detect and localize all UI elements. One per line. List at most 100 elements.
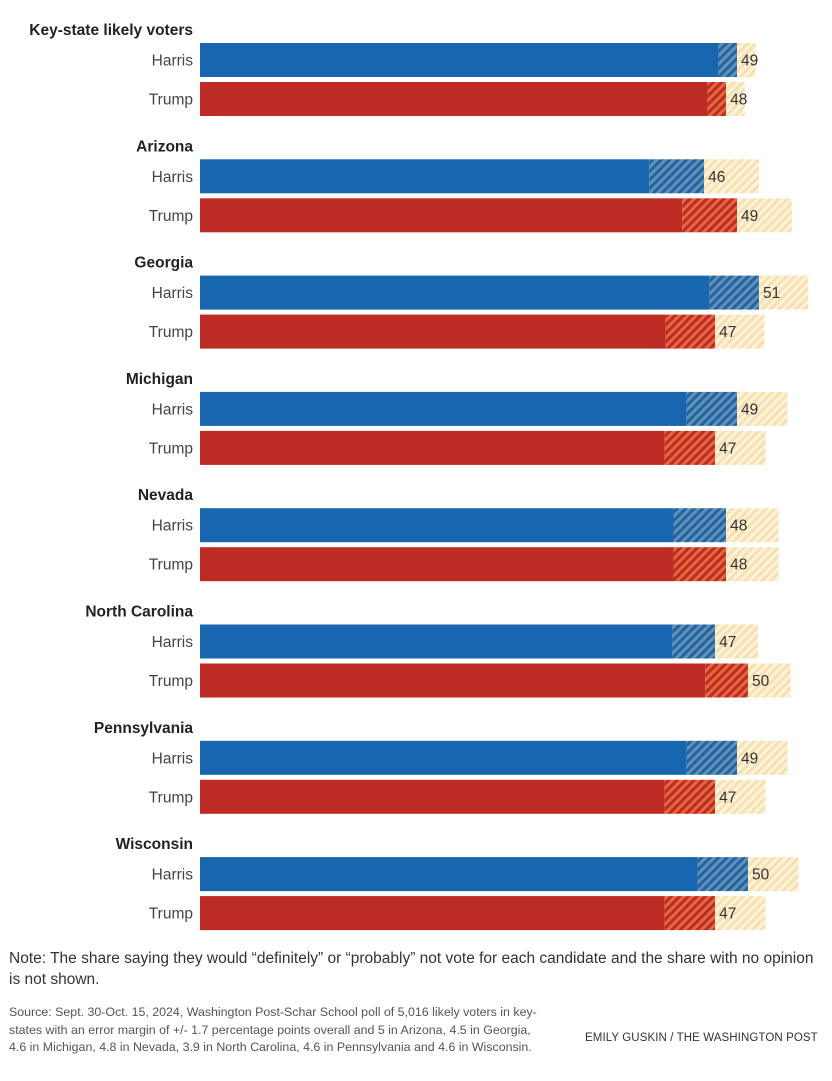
bar-moe-above xyxy=(704,159,759,194)
value-label: 47 xyxy=(719,440,736,457)
bar-solid-trump xyxy=(200,663,706,698)
value-label: 50 xyxy=(752,867,770,884)
bar-moe-above xyxy=(737,391,788,426)
value-label: 49 xyxy=(741,750,758,767)
candidate-label: Harris xyxy=(152,750,194,767)
candidate-label: Trump xyxy=(149,440,193,457)
bar-moe-below-harris xyxy=(686,391,738,426)
bar-moe-above xyxy=(715,779,766,814)
bar-row-harris: Harris 49 xyxy=(152,43,758,77)
candidate-label: Trump xyxy=(149,208,193,225)
bar-moe-below-harris xyxy=(718,43,738,77)
candidate-label: Trump xyxy=(149,557,193,574)
value-label: 49 xyxy=(741,401,758,418)
bar-moe-below-trump xyxy=(664,896,716,931)
bar-solid-harris xyxy=(200,508,674,543)
candidate-label: Harris xyxy=(152,634,194,651)
bar-solid-harris xyxy=(200,159,650,194)
chart-note: Note: The share saying they would “defin… xyxy=(9,950,814,988)
bar-solid-trump xyxy=(200,779,665,814)
candidate-label: Harris xyxy=(152,285,194,302)
candidate-label: Harris xyxy=(152,169,194,186)
bar-solid-harris xyxy=(200,391,687,426)
bar-moe-below-trump xyxy=(665,314,716,349)
bar-solid-trump xyxy=(200,430,665,465)
bar-row-trump: Trump 47 xyxy=(149,314,765,349)
candidate-label: Harris xyxy=(152,518,194,535)
bar-moe-below-harris xyxy=(673,508,727,543)
state-group: Wisconsin Harris 50 Trump 47 xyxy=(116,836,799,931)
candidate-label: Trump xyxy=(149,92,193,109)
bar-moe-above xyxy=(758,275,809,310)
bar-solid-harris xyxy=(200,740,687,775)
value-label: 47 xyxy=(719,789,736,806)
state-group: Key-state likely voters Harris 49 Trump 48 xyxy=(29,22,758,116)
value-label: 47 xyxy=(719,634,736,651)
bar-moe-above xyxy=(726,508,779,543)
state-title: Arizona xyxy=(136,138,193,155)
bar-moe-below-trump xyxy=(673,547,727,582)
bar-row-trump: Trump 48 xyxy=(149,547,779,582)
bar-moe-above xyxy=(715,314,765,349)
value-label: 49 xyxy=(741,208,758,225)
value-label: 50 xyxy=(752,673,770,690)
value-label: 47 xyxy=(719,324,736,341)
bar-row-harris: Harris 49 xyxy=(152,740,788,775)
bar-row-harris: Harris 51 xyxy=(152,275,809,310)
candidate-label: Harris xyxy=(152,53,194,70)
chart-credit: EMILY GUSKIN / THE WASHINGTON POST xyxy=(585,1032,818,1044)
bar-row-harris: Harris 46 xyxy=(152,159,759,194)
bar-solid-trump xyxy=(200,547,674,582)
bar-moe-below-harris xyxy=(697,857,748,892)
state-title: Wisconsin xyxy=(116,836,193,853)
bar-row-harris: Harris 47 xyxy=(152,624,758,659)
bar-solid-trump xyxy=(200,82,708,116)
bar-solid-trump xyxy=(200,198,683,233)
bar-moe-below-trump xyxy=(682,198,738,233)
bar-row-trump: Trump 47 xyxy=(149,896,766,931)
state-title: Georgia xyxy=(134,255,193,272)
bar-moe-below-trump xyxy=(705,663,748,698)
bar-solid-harris xyxy=(200,624,673,659)
value-label: 47 xyxy=(719,906,736,923)
value-label: 49 xyxy=(741,53,758,70)
bar-solid-harris xyxy=(200,857,698,892)
candidate-label: Harris xyxy=(152,867,194,884)
bar-moe-above xyxy=(748,857,799,892)
bar-row-harris: Harris 50 xyxy=(152,857,799,892)
chart-source: Source: Sept. 30-Oct. 15, 2024, Washingt… xyxy=(9,1005,537,1054)
state-title: North Carolina xyxy=(85,604,193,621)
state-group: Pennsylvania Harris 49 Trump 47 xyxy=(94,720,788,814)
candidate-label: Harris xyxy=(152,401,194,418)
bar-moe-above xyxy=(726,547,779,582)
bar-moe-above xyxy=(737,198,792,233)
bar-moe-above xyxy=(715,624,758,659)
bar-moe-below-trump xyxy=(664,779,716,814)
candidate-label: Trump xyxy=(149,673,193,690)
bar-row-trump: Trump 47 xyxy=(149,430,766,465)
bar-moe-below-harris xyxy=(709,275,759,310)
bar-solid-trump xyxy=(200,896,665,931)
bar-moe-above xyxy=(715,896,766,931)
value-label: 46 xyxy=(708,169,725,186)
bar-moe-above xyxy=(726,82,745,116)
bar-row-trump: Trump 49 xyxy=(149,198,792,233)
value-label: 48 xyxy=(730,518,747,535)
state-group: North Carolina Harris 47 Trump 50 xyxy=(85,604,791,698)
bar-row-trump: Trump 48 xyxy=(149,82,747,116)
candidate-label: Trump xyxy=(149,789,193,806)
state-title: Pennsylvania xyxy=(94,720,193,737)
bar-row-harris: Harris 48 xyxy=(152,508,779,543)
bar-moe-below-harris xyxy=(649,159,705,194)
bar-moe-below-trump xyxy=(664,430,716,465)
state-group: Arizona Harris 46 Trump 49 xyxy=(136,138,792,233)
bar-moe-above xyxy=(737,43,756,77)
bar-moe-above xyxy=(715,430,766,465)
bar-moe-above xyxy=(737,740,788,775)
state-group: Michigan Harris 49 Trump 47 xyxy=(126,371,788,465)
bar-moe-below-trump xyxy=(707,82,727,116)
value-label: 48 xyxy=(730,557,747,574)
candidate-label: Trump xyxy=(149,324,193,341)
bar-row-harris: Harris 49 xyxy=(152,391,788,426)
bar-solid-harris xyxy=(200,275,710,310)
